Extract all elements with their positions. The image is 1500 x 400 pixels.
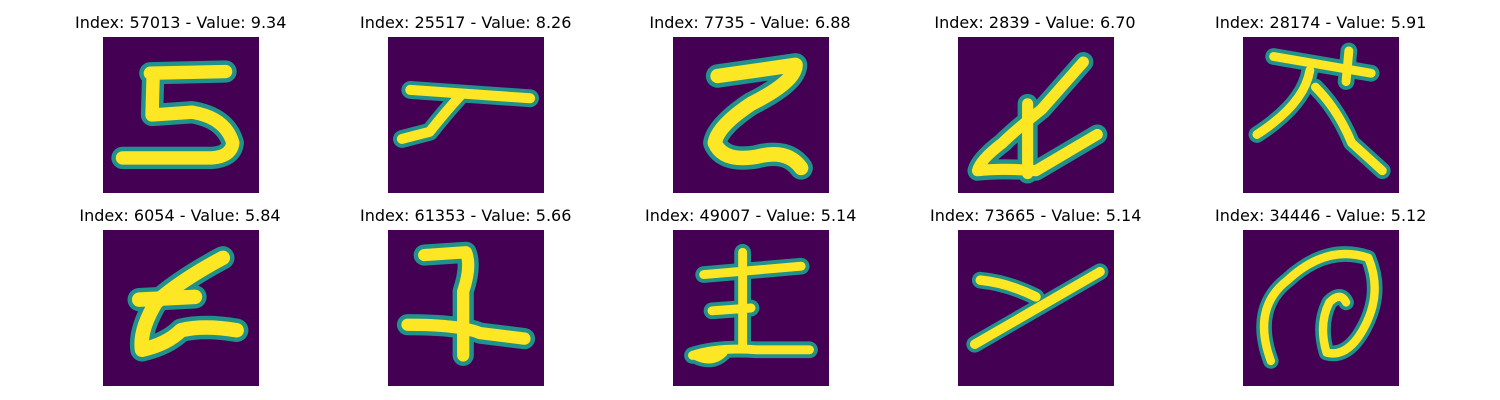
digit-image bbox=[103, 37, 259, 193]
panel-title: Index: 34446 - Value: 5.12 bbox=[1215, 206, 1427, 225]
digit-image bbox=[388, 230, 544, 386]
panel-title: Index: 25517 - Value: 8.26 bbox=[360, 13, 572, 32]
digit-image bbox=[103, 230, 259, 386]
panel-title: Index: 61353 - Value: 5.66 bbox=[360, 206, 572, 225]
digit-image bbox=[673, 37, 829, 193]
panel-title: Index: 7735 - Value: 6.88 bbox=[649, 13, 851, 32]
digit-image bbox=[1243, 37, 1399, 193]
digit-image bbox=[1243, 230, 1399, 386]
panel-title: Index: 49007 - Value: 5.14 bbox=[645, 206, 857, 225]
digit-image bbox=[958, 230, 1114, 386]
panel-title: Index: 6054 - Value: 5.84 bbox=[79, 206, 281, 225]
panel-title: Index: 73665 - Value: 5.14 bbox=[930, 206, 1142, 225]
panel-title: Index: 57013 - Value: 9.34 bbox=[75, 13, 287, 32]
panel-title: Index: 2839 - Value: 6.70 bbox=[934, 13, 1136, 32]
digit-image bbox=[388, 37, 544, 193]
digit-image bbox=[673, 230, 829, 386]
digit-image bbox=[958, 37, 1114, 193]
panel-title: Index: 28174 - Value: 5.91 bbox=[1215, 13, 1427, 32]
